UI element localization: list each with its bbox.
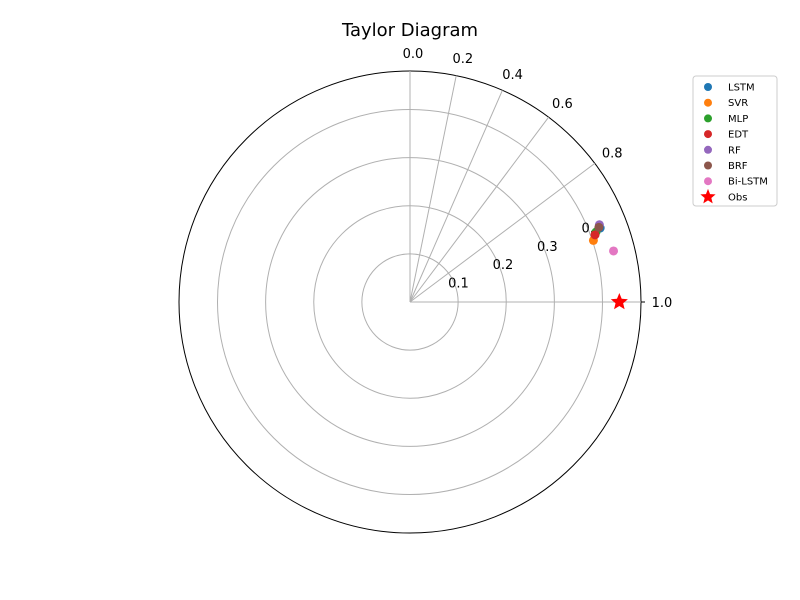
legend-box [692, 75, 778, 207]
point-brf [594, 222, 604, 232]
legend-marker-obs [700, 188, 716, 204]
grid [178, 70, 645, 534]
legend: LSTM SVR MLP EDT RF BRF Bi-LSTM Obs [692, 75, 778, 207]
legend-marker-lstm [704, 83, 712, 91]
legend-marker-svr [704, 98, 712, 107]
correlation-tick-label: 1.0 [652, 296, 673, 311]
legend-marker-edt [704, 130, 712, 139]
legend-label-brf: BRF [728, 161, 748, 172]
std-tick-label: 0.2 [493, 258, 514, 273]
legend-marker-brf [704, 161, 712, 170]
std-tick-label: 0.1 [448, 277, 469, 292]
chart-title: Taylor Diagram [341, 20, 478, 41]
point-obs [610, 293, 628, 310]
legend-marker-rf [704, 145, 712, 154]
point-edt [590, 230, 600, 240]
legend-label-obs: Obs [728, 192, 747, 203]
legend-label-lstm: LSTM [728, 83, 755, 94]
legend-marker-mlp [704, 114, 712, 123]
correlation-tick-label: 0.6 [552, 97, 573, 112]
correlation-tick-label: 0.2 [452, 52, 473, 67]
correlation-tick-label: 0.4 [502, 68, 523, 83]
legend-label-edt: EDT [728, 130, 749, 141]
correlation-grid-line [409, 75, 457, 303]
data-points [588, 220, 628, 310]
correlation-grid-line [409, 90, 503, 303]
legend-label-svr: SVR [728, 98, 748, 109]
legend-marker-bi-lstm [704, 177, 712, 186]
std-tick-label: 0.3 [537, 240, 558, 255]
tick-labels: 0.10.20.30.40.0 0.20.40.60.81.0 [403, 47, 673, 311]
legend-label-mlp: MLP [728, 114, 748, 125]
correlation-tick-label: 0.8 [602, 147, 623, 162]
correlation-tick-label: 0.0 [403, 47, 424, 62]
legend-label-rf: RF [728, 145, 741, 156]
point-bi-lstm [609, 246, 619, 256]
correlation-grid-line [409, 116, 549, 303]
correlation-grid-line [409, 162, 596, 303]
legend-label-bi-lstm: Bi-LSTM [728, 177, 768, 188]
